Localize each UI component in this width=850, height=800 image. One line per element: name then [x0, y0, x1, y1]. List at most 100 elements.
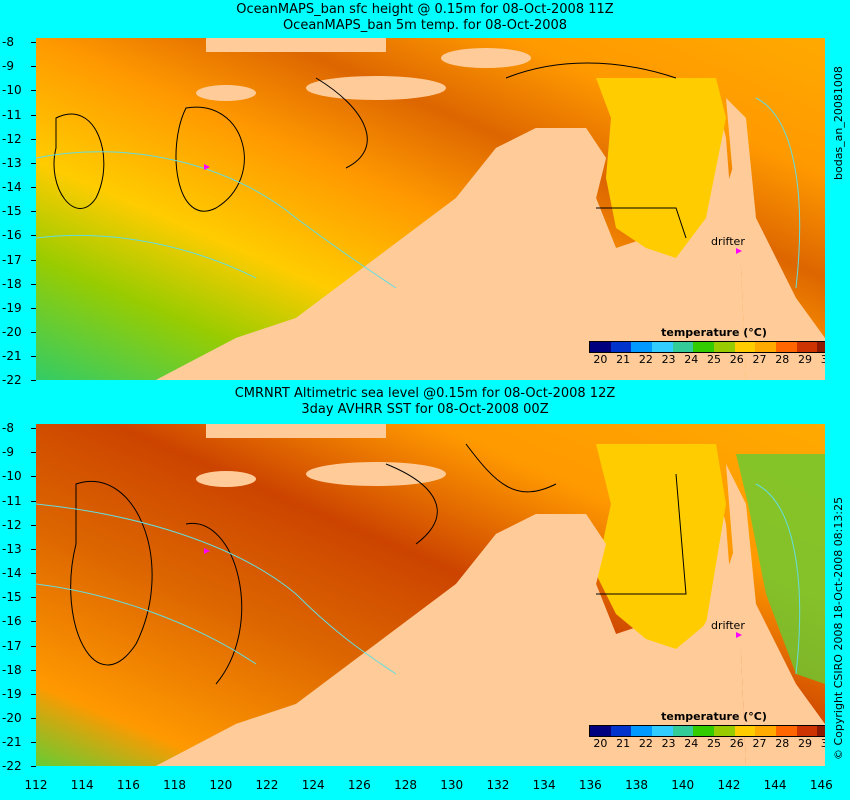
island	[196, 471, 256, 487]
y-tick-label: -21	[2, 349, 22, 364]
contour	[53, 113, 105, 209]
y-tick-label: -10	[2, 469, 22, 484]
contour	[596, 473, 687, 595]
copyright-label: © Copyright CSIRO 2008 18-Oct-2008 08:13…	[832, 496, 845, 760]
cape-york-land	[726, 98, 825, 380]
top-title-2: OceanMAPS_ban 5m temp. for 08-Oct-2008	[282, 18, 568, 33]
run-id-label: bodas_an_20081008	[832, 66, 845, 180]
island	[206, 424, 386, 438]
y-tick-mark	[31, 380, 36, 382]
island	[441, 48, 531, 68]
x-tick-label: 114	[70, 778, 94, 792]
y-tick-label: -14	[2, 180, 22, 195]
drifter-marker	[204, 164, 210, 170]
y-tick-label: -15	[2, 204, 22, 219]
contour	[185, 522, 243, 685]
drifter-marker	[736, 632, 742, 638]
x-tick-label: 112	[24, 778, 48, 792]
y-tick-label: -9	[2, 445, 14, 460]
x-tick-label: 126	[347, 778, 371, 792]
legend-labels: 2021222324252627282930	[593, 737, 825, 750]
bathymetry-line	[755, 97, 801, 289]
x-tick-label: 128	[394, 778, 417, 792]
y-tick-mark	[31, 597, 36, 599]
contour	[505, 62, 677, 79]
contour	[465, 443, 557, 493]
y-tick-mark	[31, 307, 36, 309]
bathymetry-line	[36, 503, 397, 675]
y-tick-label: -20	[2, 325, 22, 340]
island	[206, 38, 386, 52]
y-tick-label: -15	[2, 590, 22, 605]
y-tick-label: -21	[2, 735, 22, 750]
y-tick-label: -11	[2, 493, 22, 508]
y-tick-label: -19	[2, 686, 22, 701]
australia-land	[156, 514, 746, 766]
y-tick-label: -20	[2, 711, 22, 726]
y-tick-mark	[31, 332, 36, 334]
legend-colorbar	[589, 341, 825, 353]
island	[306, 462, 446, 486]
y-tick-mark	[31, 356, 36, 358]
y-tick-label: -13	[2, 155, 22, 170]
x-tick-label: 138	[625, 778, 648, 792]
legend-colorbar	[589, 725, 825, 737]
island	[196, 85, 256, 101]
y-tick-mark	[31, 66, 36, 68]
bathymetry-line	[36, 234, 257, 279]
bottom-map-panel: drifter temperature (°C) 20 21 22 23 24 25 26 2…	[36, 424, 825, 766]
contour	[385, 463, 438, 545]
contour	[175, 106, 245, 212]
bottom-map-svg	[36, 424, 825, 766]
x-tick-label: 122	[255, 778, 279, 792]
y-tick-label: -10	[2, 83, 22, 98]
y-tick-mark	[31, 693, 36, 695]
y-tick-label: -8	[2, 421, 14, 435]
y-tick-mark	[31, 138, 36, 140]
y-tick-mark	[31, 476, 36, 478]
legend-title: temperature (°C)	[661, 710, 767, 723]
top-map-panel: drifter temperature (°C) 20 21 22 23 24 25 26 2…	[36, 38, 825, 380]
x-tick-label: 124	[301, 778, 325, 792]
y-tick-label: -11	[2, 107, 22, 122]
x-tick-label: 118	[163, 778, 187, 792]
contour	[70, 481, 153, 666]
y-tick-mark	[31, 235, 36, 237]
gulf-region	[596, 78, 726, 258]
y-tick-mark	[31, 645, 36, 647]
bottom-title-2: 3day AVHRR SST for 08-Oct-2008 00Z	[301, 402, 549, 417]
bottom-legend: temperature (°C) 2021222324252627282930	[589, 710, 825, 750]
australia-land	[156, 128, 746, 380]
y-tick-mark	[31, 90, 36, 92]
bathymetry-line	[36, 583, 257, 665]
y-tick-mark	[31, 428, 36, 429]
y-tick-mark	[31, 283, 36, 285]
bathymetry-line	[36, 151, 397, 289]
y-tick-mark	[31, 718, 36, 720]
drifter-marker	[204, 548, 210, 554]
y-tick-mark	[31, 187, 36, 189]
y-tick-label: -8	[2, 35, 14, 49]
bathymetry-line	[755, 483, 801, 675]
y-tick-label: -12	[2, 131, 22, 146]
gulf-region	[596, 444, 726, 649]
cape-york-sea	[736, 454, 825, 684]
y-tick-mark	[31, 211, 36, 213]
drifter-label: drifter	[711, 619, 745, 632]
y-tick-label: -12	[2, 517, 22, 532]
y-tick-mark	[31, 114, 36, 116]
y-tick-mark	[31, 524, 36, 526]
y-tick-mark	[31, 42, 36, 43]
y-tick-label: -13	[2, 541, 22, 556]
x-tick-label: 144	[763, 778, 787, 792]
top-legend: temperature (°C) 2021222324252627282930	[589, 326, 825, 366]
y-tick-label: -22	[2, 759, 22, 774]
y-tick-label: -17	[2, 638, 22, 653]
y-tick-label: -22	[2, 373, 22, 388]
cape-york-land	[726, 464, 825, 766]
x-tick-label: 130	[440, 778, 464, 792]
top-title-1: OceanMAPS_ban sfc height @ 0.15m for 08-…	[236, 2, 614, 17]
x-tick-label: 116	[116, 778, 140, 792]
x-tick-label: 146	[809, 778, 833, 792]
y-tick-label: -17	[2, 252, 22, 267]
